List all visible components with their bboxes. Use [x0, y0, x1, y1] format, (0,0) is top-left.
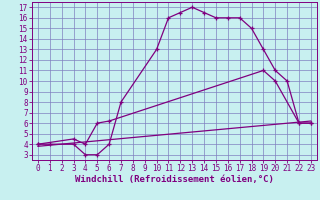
X-axis label: Windchill (Refroidissement éolien,°C): Windchill (Refroidissement éolien,°C): [75, 175, 274, 184]
